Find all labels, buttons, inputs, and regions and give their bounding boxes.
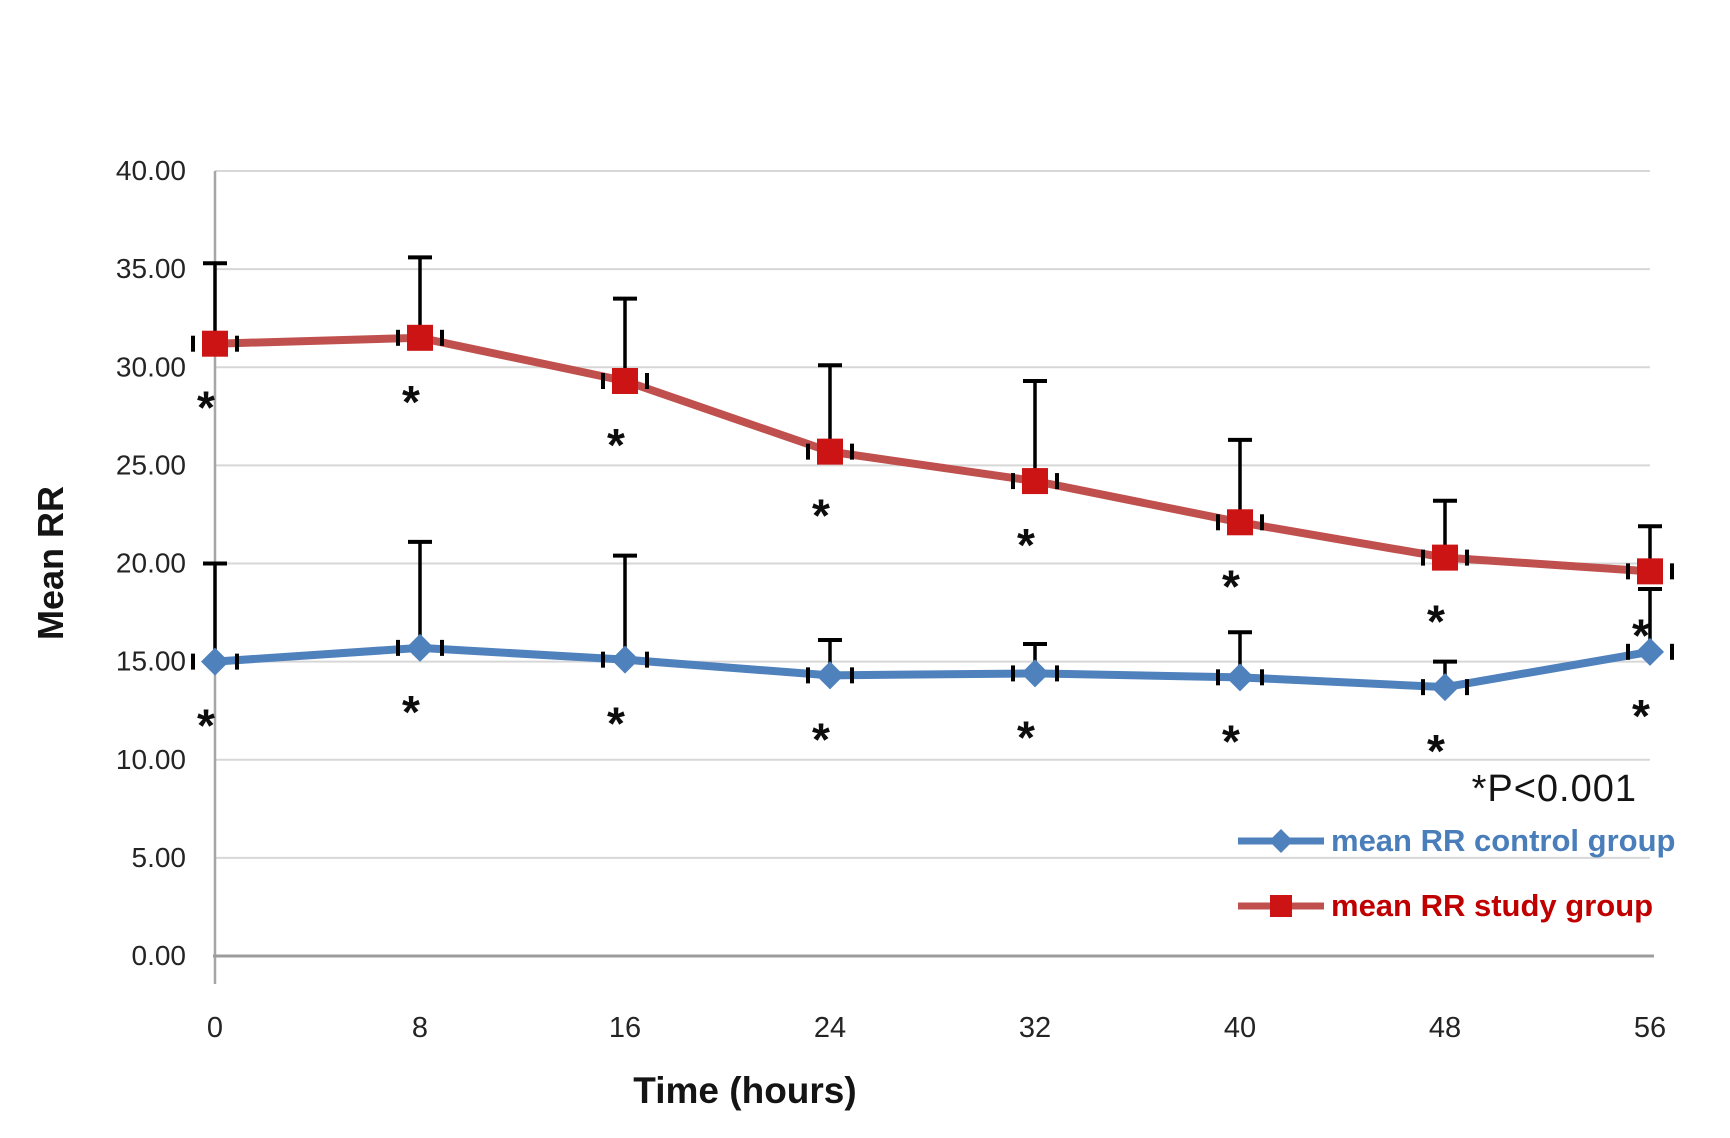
square-marker-icon: [1637, 558, 1663, 585]
square-marker-icon: [202, 330, 228, 357]
significance-asterisk: *: [1222, 560, 1240, 612]
significance-asterisk: *: [607, 419, 625, 471]
x-axis-title: Time (hours): [633, 1070, 857, 1111]
legend-item-study-group: mean RR study group: [1238, 887, 1653, 925]
x-tick-label: 0: [207, 1012, 223, 1044]
x-tick-label: 8: [412, 1012, 428, 1044]
y-axis-title: Mean RR: [30, 485, 71, 641]
legend-item-control-group: mean RR control group: [1238, 822, 1675, 860]
x-tick-label: 32: [1019, 1012, 1051, 1044]
square-marker-icon: [407, 324, 433, 351]
square-marker-icon: [1227, 509, 1253, 536]
significance-asterisk: *: [1632, 609, 1650, 661]
significance-asterisk: *: [197, 382, 215, 434]
diamond-marker-icon: [1021, 659, 1049, 688]
y-tick-label: 5.00: [132, 842, 187, 873]
significance-asterisk: *: [402, 686, 420, 738]
y-tick-label: 30.00: [116, 351, 186, 382]
significance-asterisk: *: [1017, 519, 1035, 571]
square-marker-icon: [817, 438, 843, 465]
significance-asterisk: *: [812, 490, 830, 542]
diamond-marker-icon: [1431, 673, 1459, 702]
diamond-marker-icon: [201, 647, 229, 676]
square-marker-icon: [1022, 468, 1048, 495]
significance-asterisk: *: [1427, 596, 1445, 648]
series-study-group: * * * * * * * *: [191, 255, 1674, 661]
legend-label-study: mean RR study group: [1331, 888, 1654, 923]
square-marker-icon: [612, 367, 638, 394]
significance-asterisk: *: [197, 700, 215, 752]
y-tick-label: 40.00: [116, 155, 186, 186]
y-tick-label: 20.00: [116, 548, 186, 579]
y-tick-label: 25.00: [116, 449, 186, 480]
significance-asterisk: *: [402, 376, 420, 428]
square-marker-icon: [1432, 544, 1458, 571]
y-tick-label: 35.00: [116, 253, 186, 284]
diamond-marker-icon: [1636, 637, 1664, 666]
series-line: [214, 643, 1651, 692]
significance-asterisk: *: [1017, 711, 1035, 763]
y-tick-label: 15.00: [116, 646, 186, 677]
significance-asterisk: *: [812, 713, 830, 765]
significance-note: *P<0.001: [1471, 768, 1637, 810]
significance-asterisk: *: [1222, 715, 1240, 767]
series-line: [214, 333, 1651, 576]
x-tick-label: 24: [814, 1012, 846, 1044]
diamond-marker-icon: [1226, 663, 1254, 692]
y-tick-label: 10.00: [116, 744, 186, 775]
study-series-line-square-icon: [1238, 895, 1324, 917]
x-tick-label: 56: [1634, 1012, 1666, 1044]
diamond-marker-icon: [406, 633, 434, 662]
significance-asterisk: *: [607, 698, 625, 750]
significance-asterisk: *: [1427, 725, 1445, 777]
y-tick-label: 0.00: [132, 940, 187, 971]
x-tick-label: 16: [609, 1012, 641, 1044]
significance-asterisk: *: [1632, 690, 1650, 742]
control-series-line-diamond-icon: [1238, 829, 1324, 853]
diamond-marker-icon: [816, 661, 844, 690]
series-control-group: * * * * * * * *: [191, 539, 1674, 777]
legend: mean RR control group mean RR study grou…: [1238, 822, 1675, 925]
x-tick-label: 40: [1224, 1012, 1256, 1044]
legend-label-control: mean RR control group: [1331, 823, 1676, 858]
diamond-marker-icon: [611, 645, 639, 674]
x-tick-label: 48: [1429, 1012, 1461, 1044]
